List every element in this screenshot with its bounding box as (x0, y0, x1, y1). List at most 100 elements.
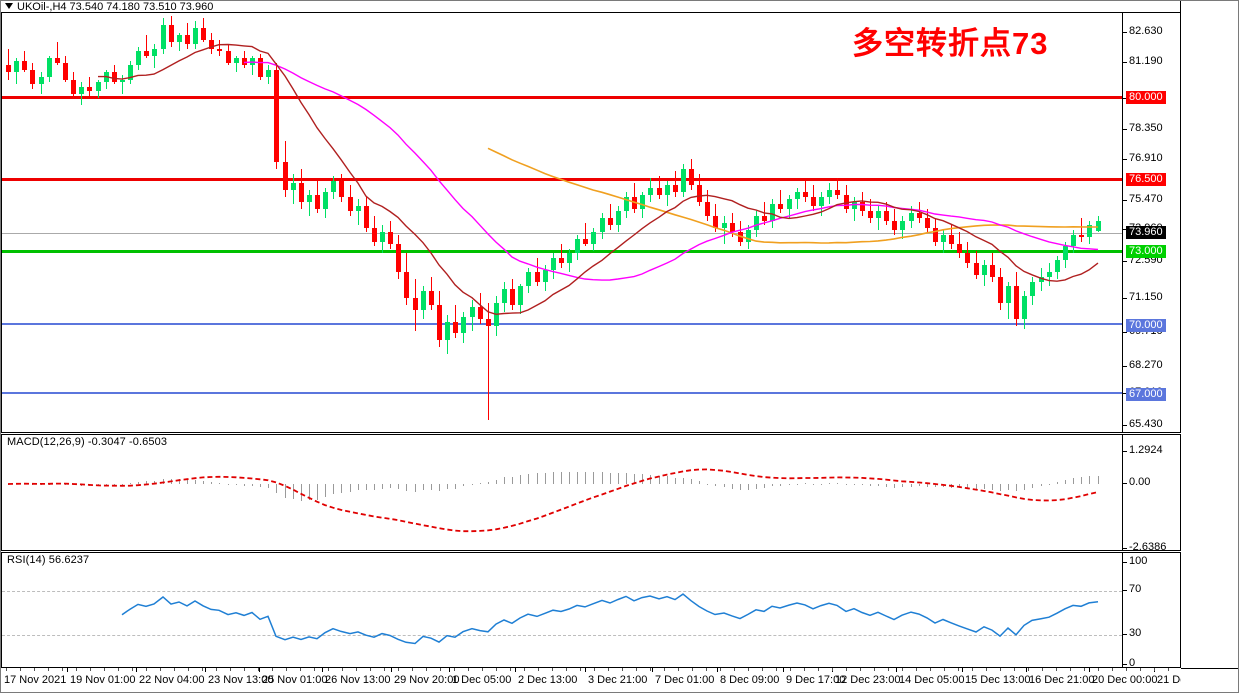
macd-histogram-bar (707, 483, 708, 485)
macd-histogram-bar (553, 471, 554, 484)
candle-wick (943, 229, 944, 254)
macd-histogram-bar (398, 484, 399, 490)
resistance-line-80[interactable] (2, 96, 1122, 99)
candle-body (844, 194, 849, 209)
macd-histogram-bar (366, 484, 367, 491)
macd-signal-overlay (7, 468, 1099, 533)
last-price-tag[interactable]: 73.960 (1126, 226, 1166, 239)
candle-body (770, 204, 775, 221)
candle-body (413, 298, 418, 310)
rsi-indicator-panel[interactable]: RSI(14) 56.6237 100 70 30 0 (1, 552, 1181, 668)
macd-plot-area[interactable] (2, 435, 1122, 550)
candle-body (421, 291, 426, 310)
candle-body (193, 27, 198, 45)
candle-wick (219, 39, 220, 57)
candle-body (657, 187, 662, 195)
candle-body (998, 276, 1003, 303)
macd-histogram-bar (724, 484, 725, 488)
rsi-tick-label: 70 (1129, 583, 1142, 595)
time-axis-label: 16 Dec 21:00 (1029, 674, 1095, 686)
candle-body (429, 291, 434, 306)
macd-histogram-bar (715, 484, 716, 487)
rsi-plot-area[interactable] (2, 553, 1122, 667)
macd-tick-label: 1.2924 (1129, 444, 1163, 456)
macd-histogram-bar (846, 484, 847, 485)
tick-mark (1123, 200, 1127, 201)
macd-histogram-bar (179, 479, 180, 484)
time-minor-tick (1056, 668, 1057, 671)
candle-body (437, 305, 442, 341)
candle-body (1063, 246, 1068, 261)
time-tick (717, 668, 718, 672)
tick-mark (1123, 332, 1127, 333)
time-axis-label: 14 Dec 05:00 (899, 674, 965, 686)
time-minor-tick (454, 668, 455, 671)
time-minor-tick (160, 668, 161, 671)
tick-mark (1123, 451, 1127, 452)
macd-indicator-panel[interactable]: MACD(12,26,9) -0.3047 -0.6503 1.2924 0.00… (1, 434, 1181, 551)
price-axis[interactable]: 82.63081.19079.79078.35076.91075.47073.9… (1122, 2, 1180, 432)
candle-body (71, 79, 76, 94)
candle-body (1022, 295, 1027, 320)
macd-tick-label: -2.6386 (1129, 541, 1167, 550)
level-tag-73[interactable]: 73.000 (1126, 245, 1166, 258)
price-tick-label: 82.630 (1129, 25, 1163, 37)
time-minor-tick (328, 668, 329, 671)
time-minor-tick (356, 668, 357, 671)
price-tick-label: 75.470 (1129, 193, 1163, 205)
rsi-axis[interactable]: 100 70 30 0 (1122, 553, 1180, 667)
chart-titlebar: UKOil-,H4 73.540 74.180 73.510 73.960 (1, 1, 1180, 13)
rsi-label: RSI(14) 56.6237 (7, 554, 90, 566)
time-minor-tick (608, 668, 609, 671)
macd-histogram-bar (1081, 477, 1082, 484)
macd-histogram-bar (992, 484, 993, 490)
last-price-line[interactable] (2, 233, 1122, 234)
macd-histogram-bar (1057, 482, 1058, 484)
tick-mark (1123, 129, 1127, 130)
candle-body (1039, 276, 1044, 282)
macd-histogram-bar (504, 477, 505, 484)
time-minor-tick (874, 668, 875, 671)
time-minor-tick (440, 668, 441, 671)
ma-short-darkred (98, 43, 1099, 316)
macd-axis[interactable]: 1.2924 0.00 -2.6386 (1122, 435, 1180, 550)
level-tag-80[interactable]: 80.000 (1126, 91, 1166, 104)
tick-mark (1123, 590, 1127, 591)
tick-mark (1123, 298, 1127, 299)
candle-body (795, 192, 800, 200)
time-axis-label: 17 Nov 2021 (4, 674, 67, 686)
macd-histogram-bar (374, 484, 375, 491)
candle-wick (1081, 218, 1082, 242)
triangle-down-icon[interactable] (5, 3, 13, 9)
time-minor-tick (790, 668, 791, 671)
time-minor-tick (1126, 668, 1127, 671)
time-minor-tick (48, 668, 49, 671)
macd-histogram-bar (1024, 484, 1025, 491)
time-minor-tick (1014, 668, 1015, 671)
time-axis[interactable]: 17 Nov 2021 19 Nov 01:00 22 Nov 04:00 23 No… (0, 668, 1181, 693)
level-tag-67[interactable]: 67.000 (1126, 388, 1166, 401)
support-line-70[interactable] (2, 323, 1122, 325)
macd-histogram-bar (577, 471, 578, 484)
time-minor-tick (538, 668, 539, 671)
macd-histogram-bar (837, 483, 838, 485)
price-chart-panel[interactable]: 82.63081.19079.79078.35076.91075.47073.9… (1, 1, 1181, 433)
time-tick (1089, 668, 1090, 672)
time-minor-tick (734, 668, 735, 671)
price-plot-area[interactable] (2, 2, 1122, 432)
time-tick (0, 668, 1, 672)
time-minor-tick (706, 668, 707, 671)
time-axis-label: 1 Dec 05:00 (452, 674, 512, 686)
level-tag-76-5[interactable]: 76.500 (1126, 173, 1166, 186)
time-minor-tick (762, 668, 763, 671)
time-minor-tick (846, 668, 847, 671)
time-minor-tick (1000, 668, 1001, 671)
pivot-line-73[interactable] (2, 250, 1122, 253)
candle-wick (675, 171, 676, 198)
macd-tick-label: 0.00 (1129, 476, 1151, 488)
time-axis-label: 12 Dec 23:00 (835, 674, 901, 686)
level-tag-70[interactable]: 70.000 (1126, 319, 1166, 332)
candle-body (388, 232, 393, 244)
rsi-oversold-30 (2, 635, 1122, 636)
support-line-67[interactable] (2, 392, 1122, 394)
